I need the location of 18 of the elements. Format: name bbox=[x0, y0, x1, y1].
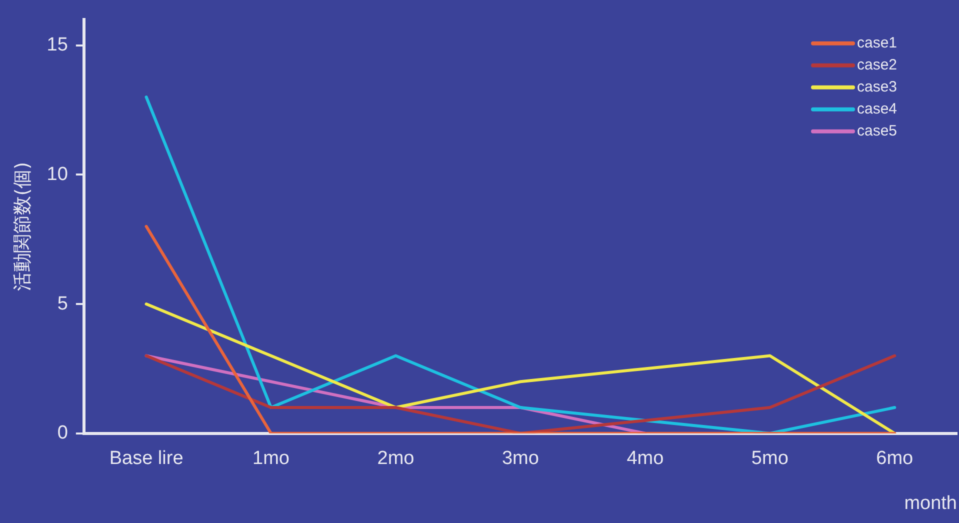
legend-label: case3 bbox=[857, 78, 898, 96]
x-tick-label: 5mo bbox=[751, 448, 788, 470]
y-tick-label: 15 bbox=[46, 34, 68, 56]
x-tick-label: 2mo bbox=[377, 448, 414, 470]
legend-label: case2 bbox=[857, 56, 898, 74]
x-tick-label: 1mo bbox=[252, 448, 290, 470]
y-axis-title: 活動関節数(個) bbox=[11, 162, 34, 291]
x-tick-label: 6mo bbox=[876, 448, 914, 470]
legend-label: case4 bbox=[857, 100, 898, 118]
y-tick-label: 10 bbox=[46, 164, 68, 185]
y-tick-label: 0 bbox=[57, 422, 68, 444]
x-tick-label: Base lire bbox=[109, 448, 184, 470]
legend-label: case5 bbox=[857, 122, 898, 140]
y-tick-label: 5 bbox=[57, 293, 68, 314]
x-tick-label: 4mo bbox=[626, 448, 664, 470]
x-tick-label: 3mo bbox=[502, 448, 539, 470]
legend-label: case1 bbox=[857, 34, 898, 52]
x-axis-title: month bbox=[904, 492, 957, 514]
